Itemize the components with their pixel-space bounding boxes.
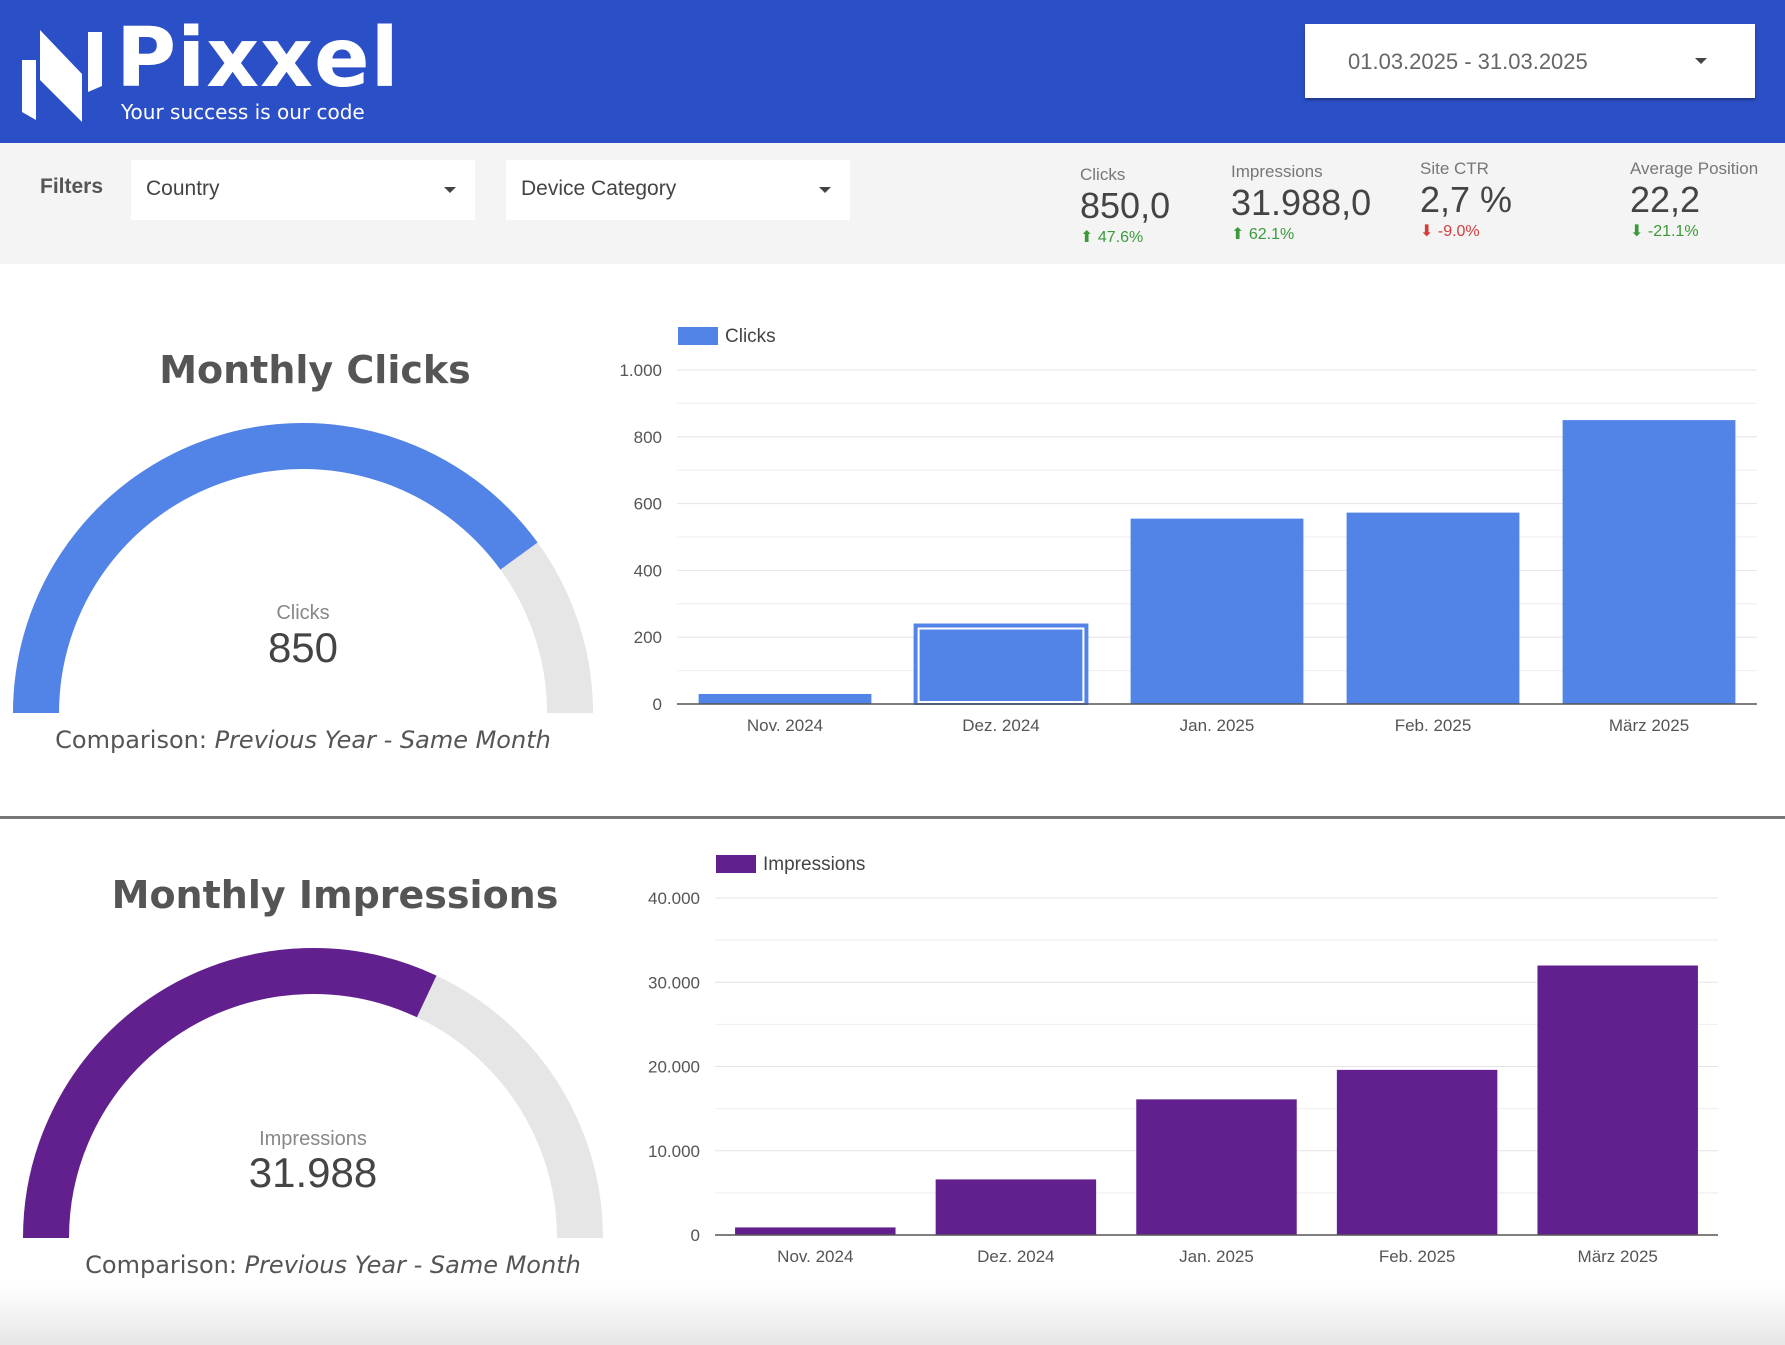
date-range-value: 01.03.2025 - 31.03.2025: [1348, 49, 1588, 74]
bar: [935, 1179, 1097, 1235]
kpi-label: Average Position: [1630, 159, 1759, 178]
kpi-value: 2,7 %: [1420, 179, 1513, 220]
y-tick-label: 400: [634, 561, 662, 580]
legend-label: Impressions: [763, 854, 865, 875]
comparison-prefix: Comparison:: [55, 726, 215, 754]
y-tick-label: 1.000: [620, 361, 662, 380]
y-tick-label: 200: [634, 628, 662, 647]
x-tick-label: Dez. 2024: [962, 716, 1040, 735]
clicks-gauge: [13, 423, 593, 714]
header-bar: Pixxel Your success is our code 01.03.20…: [0, 0, 1785, 143]
kpi-delta-value: 62.1%: [1248, 226, 1295, 243]
bar: [1537, 965, 1698, 1235]
clicks-comparison: Comparison: Previous Year - Same Month: [0, 726, 606, 754]
brand-name: Pixxel: [116, 11, 400, 106]
y-tick-label: 20.000: [648, 1058, 700, 1077]
filters-label: Filters: [40, 175, 104, 198]
clicks-section-title: Monthly Clicks: [159, 348, 471, 392]
country-filter-label: Country: [146, 177, 220, 200]
impressions-bar-chart: Impressions 0 10.000 20.000 30.000 40.000 Nov.…: [648, 854, 1718, 1266]
clicks-bar-chart: Clicks 0 200 400 600 800 1.000 Nov. 2024 Dez. 20…: [620, 326, 1757, 735]
x-tick-label: Jan. 2025: [1179, 1247, 1254, 1266]
bar: [1562, 420, 1736, 704]
bar: [698, 693, 872, 704]
kpi-value: 850,0: [1080, 185, 1171, 226]
y-tick-label: 0: [653, 695, 662, 714]
x-tick-label: Nov. 2024: [777, 1247, 853, 1266]
arrow-down-icon: ⬇: [1420, 223, 1434, 240]
y-tick-label: 600: [634, 495, 662, 514]
bar: [1346, 512, 1520, 704]
arrow-up-icon: ⬆: [1231, 226, 1245, 243]
x-tick-label: Nov. 2024: [747, 716, 823, 735]
x-tick-label: Jan. 2025: [1180, 716, 1255, 735]
kpi-delta: ⬆ 47.6%: [1080, 227, 1143, 247]
kpi-value: 31.988,0: [1231, 182, 1372, 223]
chevron-down-icon: [1695, 58, 1707, 64]
gauge-track: [13, 423, 593, 714]
kpi-delta: ⬇ -9.0%: [1420, 221, 1480, 241]
kpi-delta: ⬆ 62.1%: [1231, 224, 1294, 244]
kpi-value: 22,2: [1630, 179, 1701, 220]
device-category-filter-dropdown[interactable]: Device Category: [506, 160, 850, 220]
bar: [1130, 518, 1304, 704]
impressions-gauge: [23, 948, 603, 1239]
legend-label: Clicks: [725, 326, 776, 347]
clicks-gauge-label: Clicks: [276, 602, 330, 624]
x-tick-label: Feb. 2025: [1395, 716, 1472, 735]
chevron-down-icon: [444, 187, 456, 193]
impressions-gauge-value: 31.988: [248, 1149, 378, 1196]
kpi-delta-value: -21.1%: [1647, 223, 1699, 240]
bar: [735, 1227, 896, 1235]
kpi-delta-value: 47.6%: [1097, 229, 1144, 246]
kpi-label: Site CTR: [1420, 159, 1489, 178]
bar-highlight: [917, 627, 1085, 703]
date-range-picker[interactable]: 01.03.2025 - 31.03.2025: [1305, 24, 1755, 98]
chevron-down-icon: [819, 187, 831, 193]
device-category-filter-label: Device Category: [521, 177, 677, 200]
x-tick-label: März 2025: [1578, 1247, 1658, 1266]
comparison-prefix: Comparison:: [85, 1251, 245, 1279]
kpi-delta: ⬇ -21.1%: [1630, 221, 1699, 241]
comparison-text: Previous Year - Same Month: [214, 726, 551, 754]
comparison-text: Previous Year - Same Month: [244, 1251, 581, 1279]
filter-bar: Filters Country Device Category Clicks 8…: [0, 143, 1785, 264]
x-tick-label: März 2025: [1609, 716, 1689, 735]
legend-swatch: [716, 855, 756, 873]
y-tick-label: 0: [691, 1226, 700, 1245]
gauge-fill: [13, 423, 538, 714]
kpi-label: Impressions: [1231, 162, 1323, 181]
country-filter-dropdown[interactable]: Country: [131, 160, 475, 220]
gauge-fill: [23, 948, 437, 1239]
clicks-gauge-value: 850: [267, 624, 339, 671]
arrow-up-icon: ⬆: [1080, 229, 1094, 246]
bar: [1336, 1069, 1498, 1235]
y-tick-label: 10.000: [648, 1142, 700, 1161]
brand-tagline: Your success is our code: [121, 100, 365, 124]
impressions-section-title: Monthly Impressions: [111, 873, 559, 917]
bar: [914, 624, 1088, 704]
y-tick-label: 40.000: [648, 889, 700, 908]
gauge-track: [23, 948, 603, 1239]
kpi-delta-value: -9.0%: [1437, 223, 1480, 240]
y-tick-label: 800: [634, 428, 662, 447]
y-tick-label: 30.000: [648, 973, 700, 992]
impressions-gauge-label: Impressions: [259, 1128, 367, 1150]
x-tick-label: Feb. 2025: [1379, 1247, 1456, 1266]
legend-swatch: [678, 327, 718, 345]
impressions-comparison: Comparison: Previous Year - Same Month: [30, 1251, 636, 1279]
bar: [1136, 1099, 1297, 1235]
kpi-label: Clicks: [1080, 165, 1126, 184]
pixxel-logo-icon: [22, 30, 102, 122]
x-tick-label: Dez. 2024: [977, 1247, 1055, 1266]
arrow-down-icon: ⬇: [1630, 223, 1644, 240]
section-divider: [0, 816, 1785, 819]
bottom-fade: [0, 1285, 1785, 1345]
